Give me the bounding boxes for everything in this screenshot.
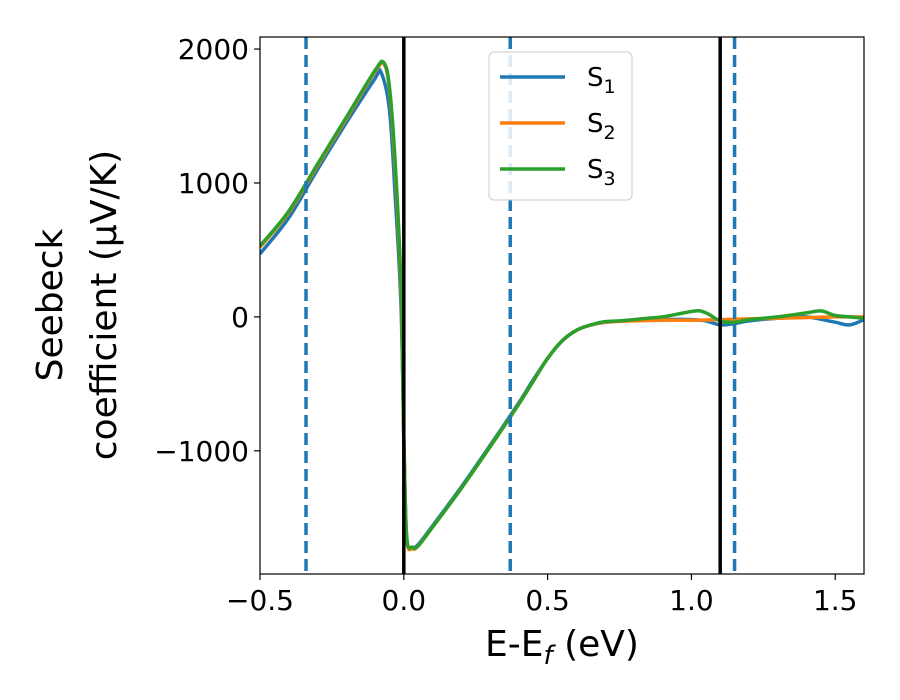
y-axis-label-line2: coefficient (μV/K) — [84, 150, 125, 460]
legend-items: S1 S2 S3 — [500, 63, 616, 190]
y-tick-label: 2000 — [178, 33, 249, 66]
x-axis-label-main: E-E — [485, 624, 543, 665]
y-tick-label: 1000 — [178, 167, 249, 200]
x-axis-ticks: −0.5 0.0 0.5 1.0 1.5 — [226, 574, 858, 617]
y-tick-label: 0 — [231, 301, 249, 334]
series-line-s3 — [260, 59, 864, 551]
y-tick-label: −1000 — [154, 435, 249, 468]
x-axis-label-unit: (eV) — [553, 624, 639, 665]
legend-label-s2: S2 — [587, 109, 616, 144]
x-axis-label: E-Ef (eV) — [485, 624, 639, 671]
x-tick-label: 1.5 — [813, 584, 858, 617]
vertical-reference-lines — [304, 37, 737, 574]
legend-box — [488, 51, 633, 201]
x-tick-label: 0.0 — [382, 584, 427, 617]
plot-lines — [260, 59, 864, 552]
x-tick-label: 1.0 — [669, 584, 714, 617]
y-axis-label-line1: Seebeck — [30, 228, 71, 381]
legend: S1 S2 S3 — [488, 51, 633, 201]
x-tick-label: −0.5 — [226, 584, 294, 617]
legend-label-s3: S3 — [587, 155, 616, 190]
y-axis-ticks: −1000 0 1000 2000 — [154, 33, 260, 468]
x-tick-label: 0.5 — [525, 584, 570, 617]
plot-frame — [259, 36, 865, 575]
legend-label-s1: S1 — [587, 63, 616, 98]
